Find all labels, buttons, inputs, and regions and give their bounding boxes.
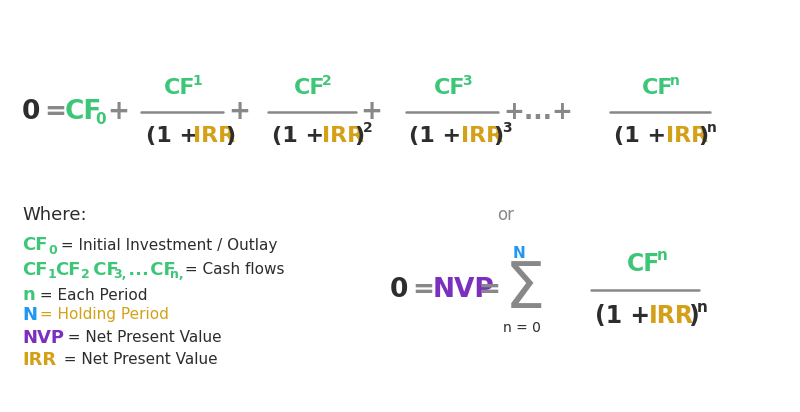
Text: 0: 0 — [48, 243, 57, 257]
Text: (1 +: (1 + — [272, 126, 332, 146]
Text: IRR: IRR — [649, 304, 694, 328]
Text: 2: 2 — [81, 269, 90, 281]
Text: = Net Present Value: = Net Present Value — [58, 330, 222, 346]
Text: IRR: IRR — [461, 126, 503, 146]
Text: =: = — [44, 99, 66, 125]
Text: NVP: NVP — [22, 329, 64, 347]
Text: CF: CF — [642, 78, 674, 98]
Text: NVP: NVP — [433, 277, 494, 303]
Text: = Holding Period: = Holding Period — [35, 307, 169, 323]
Text: CF: CF — [55, 261, 81, 279]
Text: (1 +: (1 + — [614, 126, 674, 146]
Text: +: + — [360, 99, 382, 125]
Text: (1 +: (1 + — [409, 126, 469, 146]
Text: ): ) — [698, 126, 708, 146]
Text: ...: ... — [122, 261, 149, 279]
Text: +: + — [228, 99, 250, 125]
Text: CF: CF — [164, 78, 195, 98]
Text: = Net Present Value: = Net Present Value — [54, 353, 218, 368]
Text: CF: CF — [87, 261, 118, 279]
Text: ): ) — [493, 126, 503, 146]
Text: n: n — [707, 121, 717, 135]
Text: 3: 3 — [502, 121, 512, 135]
Text: CF: CF — [294, 78, 326, 98]
Text: 3,: 3, — [113, 269, 126, 281]
Text: =: = — [412, 277, 434, 303]
Text: = Initial Investment / Outlay: = Initial Investment / Outlay — [56, 237, 278, 253]
Text: n,: n, — [170, 269, 184, 281]
Text: IRR: IRR — [193, 126, 235, 146]
Text: ): ) — [354, 126, 364, 146]
Text: Where:: Where: — [22, 206, 86, 224]
Text: 2: 2 — [322, 74, 332, 88]
Text: 0: 0 — [95, 112, 106, 126]
Text: n: n — [670, 74, 680, 88]
Text: CF: CF — [22, 236, 47, 254]
Text: (1 +: (1 + — [146, 126, 206, 146]
Text: n = 0: n = 0 — [503, 321, 541, 335]
Text: ): ) — [688, 304, 698, 328]
Text: (1 +: (1 + — [595, 304, 658, 328]
Text: n: n — [22, 286, 34, 304]
Text: IRR: IRR — [666, 126, 708, 146]
Text: 1: 1 — [192, 74, 202, 88]
Text: IRR: IRR — [322, 126, 364, 146]
Text: 3: 3 — [462, 74, 472, 88]
Text: or: or — [497, 206, 514, 224]
Text: 0: 0 — [390, 277, 408, 303]
Text: IRR: IRR — [22, 351, 56, 369]
Text: +...+: +...+ — [503, 100, 573, 124]
Text: = Each Period: = Each Period — [35, 288, 147, 302]
Text: 1: 1 — [48, 269, 57, 281]
Text: =: = — [478, 277, 500, 303]
Text: Σ: Σ — [505, 259, 546, 321]
Text: CF: CF — [144, 261, 176, 279]
Text: CF: CF — [22, 261, 47, 279]
Text: CF: CF — [65, 99, 102, 125]
Text: N: N — [513, 246, 526, 260]
Text: 2: 2 — [363, 121, 373, 135]
Text: n: n — [657, 248, 668, 264]
Text: n: n — [697, 300, 708, 316]
Text: CF: CF — [434, 78, 466, 98]
Text: 0: 0 — [22, 99, 40, 125]
Text: CF: CF — [627, 252, 660, 276]
Text: ): ) — [225, 126, 235, 146]
Text: +: + — [107, 99, 129, 125]
Text: N: N — [22, 306, 37, 324]
Text: = Cash flows: = Cash flows — [180, 262, 285, 278]
